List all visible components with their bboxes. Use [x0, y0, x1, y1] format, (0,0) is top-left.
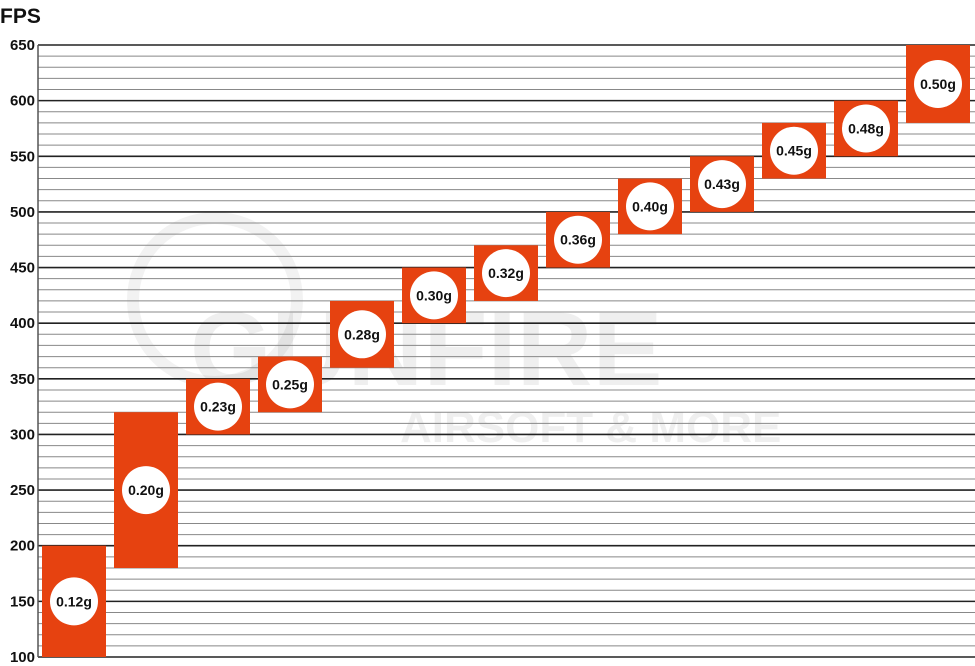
label-circle: [842, 104, 890, 153]
bar-group: 0.28g: [330, 300, 394, 368]
bar-label: 0.40g: [632, 198, 668, 214]
chart-title: FPS: [0, 5, 41, 28]
bar-group: 0.23g: [186, 378, 250, 435]
y-tick-label: 400: [10, 315, 35, 332]
y-tick-label: 500: [10, 204, 35, 221]
bar-group: 0.40g: [618, 178, 682, 235]
bar-label: 0.20g: [128, 482, 164, 498]
bar-group: 0.20g: [114, 412, 178, 568]
bar-group: 0.48g: [834, 100, 898, 157]
label-circle: [698, 160, 746, 209]
label-circle: [410, 271, 458, 320]
bar-group: 0.43g: [690, 156, 754, 212]
y-tick-label: 150: [10, 593, 35, 610]
bar-group: 0.36g: [546, 211, 610, 268]
bar-group: 0.45g: [762, 122, 826, 179]
y-tick-label: 250: [10, 482, 35, 499]
bar-label: 0.28g: [344, 326, 380, 342]
bar-label: 0.32g: [488, 265, 524, 281]
y-tick-label: 450: [10, 260, 35, 277]
bar-group: 0.32g: [474, 245, 538, 301]
y-tick-label: 350: [10, 371, 35, 388]
label-circle: [914, 59, 962, 108]
watermark-tagline: AIRSOFT & MORE: [400, 403, 781, 452]
label-circle: [122, 466, 170, 515]
label-circle: [194, 382, 242, 431]
bar-group: 0.30g: [402, 267, 466, 324]
y-tick-label: 300: [10, 426, 35, 443]
label-circle: [554, 215, 602, 264]
label-circle: [338, 310, 386, 359]
bar-label: 0.25g: [272, 376, 308, 392]
label-circle: [482, 249, 530, 298]
bar-label: 0.48g: [848, 120, 884, 136]
label-circle: [770, 126, 818, 175]
y-tick-label: 650: [10, 37, 35, 54]
bar-group: 0.50g: [906, 45, 970, 123]
y-tick-label: 100: [10, 649, 35, 666]
bar-group: 0.12g: [42, 545, 106, 657]
y-tick-label: 200: [10, 538, 35, 555]
bar-label: 0.50g: [920, 76, 956, 92]
bar-label: 0.23g: [200, 399, 236, 415]
y-tick-label: 600: [10, 93, 35, 110]
bar-group: 0.25g: [258, 356, 322, 413]
y-tick-label: 550: [10, 148, 35, 165]
label-circle: [626, 182, 674, 231]
label-circle: [50, 577, 98, 626]
bar-label: 0.30g: [416, 287, 452, 303]
bar-label: 0.12g: [56, 593, 92, 609]
bar-label: 0.36g: [560, 232, 596, 248]
bar-label: 0.43g: [704, 176, 740, 192]
label-circle: [266, 360, 314, 409]
bar-label: 0.45g: [776, 143, 812, 159]
